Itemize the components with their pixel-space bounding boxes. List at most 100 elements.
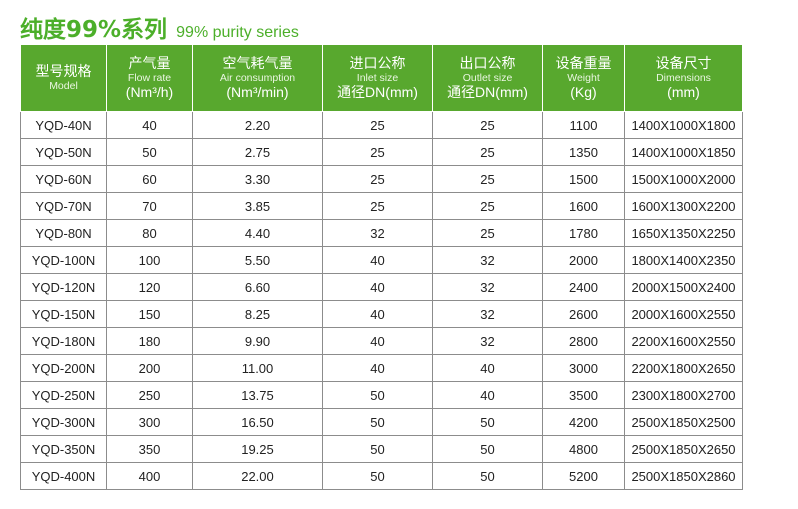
- cell-dimensions: 1650X1350X2250: [624, 219, 743, 247]
- table-row: YQD-60N 60 3.30 25 25 1500 1500X1000X2000: [20, 165, 743, 193]
- cell-dimensions: 2500X1850X2860: [624, 462, 743, 490]
- cell-inlet-size: 25: [322, 138, 433, 166]
- cell-weight: 2800: [542, 327, 625, 355]
- cell-inlet-size: 50: [322, 462, 433, 490]
- cell-inlet-size: 50: [322, 435, 433, 463]
- cell-inlet-size: 25: [322, 192, 433, 220]
- header-cn: 设备尺寸: [655, 55, 712, 72]
- cell-flow-rate: 70: [106, 192, 193, 220]
- cell-model: YQD-350N: [20, 435, 107, 463]
- specification-table: 型号规格 Model 产气量 Flow rate (Nm³/h) 空气耗气量 A…: [20, 44, 743, 490]
- cell-model: YQD-200N: [20, 354, 107, 382]
- cell-dimensions: 1800X1400X2350: [624, 246, 743, 274]
- cell-dimensions: 1600X1300X2200: [624, 192, 743, 220]
- header-cn: 出口公称: [459, 55, 516, 72]
- cell-weight: 2600: [542, 300, 625, 328]
- cell-model: YQD-300N: [20, 408, 107, 436]
- header-flow-rate: 产气量 Flow rate (Nm³/h): [106, 44, 193, 112]
- cell-air-consumption: 4.40: [192, 219, 323, 247]
- table-row: YQD-300N 300 16.50 50 50 4200 2500X1850X2500: [20, 408, 743, 436]
- cell-weight: 2000: [542, 246, 625, 274]
- cell-flow-rate: 350: [106, 435, 193, 463]
- table-row: YQD-50N 50 2.75 25 25 1350 1400X1000X1850: [20, 138, 743, 166]
- header-cn: 空气耗气量: [222, 55, 293, 72]
- cell-model: YQD-150N: [20, 300, 107, 328]
- cell-outlet-size: 50: [432, 408, 543, 436]
- cell-model: YQD-70N: [20, 192, 107, 220]
- header-unit: (Nm³/min): [226, 84, 289, 101]
- header-dimensions: 设备尺寸 Dimensions (mm): [624, 44, 743, 112]
- header-en: Weight: [567, 71, 600, 84]
- cell-model: YQD-250N: [20, 381, 107, 409]
- cell-dimensions: 2000X1600X2550: [624, 300, 743, 328]
- cell-model: YQD-80N: [20, 219, 107, 247]
- cell-model: YQD-50N: [20, 138, 107, 166]
- title-english: 99% purity series: [176, 24, 299, 41]
- cell-flow-rate: 250: [106, 381, 193, 409]
- cell-inlet-size: 32: [322, 219, 433, 247]
- header-cn: 产气量: [128, 55, 171, 72]
- table-header-row: 型号规格 Model 产气量 Flow rate (Nm³/h) 空气耗气量 A…: [20, 44, 743, 112]
- header-en: Inlet size: [356, 71, 399, 84]
- cell-model: YQD-60N: [20, 165, 107, 193]
- cell-weight: 1500: [542, 165, 625, 193]
- cell-weight: 1600: [542, 192, 625, 220]
- header-air-consumption: 空气耗气量 Air consumption (Nm³/min): [192, 44, 323, 112]
- cell-outlet-size: 40: [432, 354, 543, 382]
- cell-air-consumption: 3.85: [192, 192, 323, 220]
- cell-weight: 4800: [542, 435, 625, 463]
- cell-air-consumption: 3.30: [192, 165, 323, 193]
- cell-flow-rate: 300: [106, 408, 193, 436]
- cell-dimensions: 1500X1000X2000: [624, 165, 743, 193]
- table-row: YQD-180N 180 9.90 40 32 2800 2200X1600X2550: [20, 327, 743, 355]
- table-row: YQD-40N 40 2.20 25 25 1100 1400X1000X1800: [20, 111, 743, 139]
- cell-outlet-size: 25: [432, 192, 543, 220]
- header-cn: 型号规格: [35, 63, 92, 80]
- cell-outlet-size: 32: [432, 273, 543, 301]
- cell-air-consumption: 22.00: [192, 462, 323, 490]
- cell-air-consumption: 6.60: [192, 273, 323, 301]
- header-model: 型号规格 Model: [20, 44, 107, 112]
- cell-outlet-size: 50: [432, 435, 543, 463]
- header-en: Outlet size: [462, 71, 513, 84]
- cell-model: YQD-180N: [20, 327, 107, 355]
- cell-dimensions: 1400X1000X1850: [624, 138, 743, 166]
- cell-air-consumption: 8.25: [192, 300, 323, 328]
- table-row: YQD-250N 250 13.75 50 40 3500 2300X1800X2700: [20, 381, 743, 409]
- header-unit: (mm): [667, 84, 700, 101]
- cell-outlet-size: 25: [432, 138, 543, 166]
- cell-outlet-size: 32: [432, 246, 543, 274]
- header-cn: 进口公称: [349, 55, 406, 72]
- cell-inlet-size: 40: [322, 300, 433, 328]
- table-row: YQD-120N 120 6.60 40 32 2400 2000X1500X2400: [20, 273, 743, 301]
- table-row: YQD-350N 350 19.25 50 50 4800 2500X1850X2650: [20, 435, 743, 463]
- cell-weight: 1780: [542, 219, 625, 247]
- header-en: Model: [49, 80, 78, 93]
- table-row: YQD-200N 200 11.00 40 40 3000 2200X1800X2650: [20, 354, 743, 382]
- cell-flow-rate: 400: [106, 462, 193, 490]
- table-body: YQD-40N 40 2.20 25 25 1100 1400X1000X1800 YQD-5…: [20, 111, 743, 490]
- cell-air-consumption: 9.90: [192, 327, 323, 355]
- cell-flow-rate: 50: [106, 138, 193, 166]
- cell-dimensions: 1400X1000X1800: [624, 111, 743, 139]
- cell-flow-rate: 80: [106, 219, 193, 247]
- cell-weight: 3000: [542, 354, 625, 382]
- table-row: YQD-70N 70 3.85 25 25 1600 1600X1300X2200: [20, 192, 743, 220]
- header-cn: 设备重量: [555, 55, 612, 72]
- table-row: YQD-80N 80 4.40 32 25 1780 1650X1350X2250: [20, 219, 743, 247]
- cell-flow-rate: 200: [106, 354, 193, 382]
- header-inlet-size: 进口公称 Inlet size 通径DN(mm): [322, 44, 433, 112]
- header-unit: (Nm³/h): [125, 84, 174, 101]
- cell-outlet-size: 50: [432, 462, 543, 490]
- cell-flow-rate: 120: [106, 273, 193, 301]
- cell-outlet-size: 25: [432, 111, 543, 139]
- cell-model: YQD-40N: [20, 111, 107, 139]
- header-en: Air consumption: [219, 71, 296, 84]
- cell-model: YQD-100N: [20, 246, 107, 274]
- cell-air-consumption: 2.20: [192, 111, 323, 139]
- header-en: Flow rate: [127, 71, 172, 84]
- cell-dimensions: 2200X1600X2550: [624, 327, 743, 355]
- cell-model: YQD-120N: [20, 273, 107, 301]
- cell-weight: 3500: [542, 381, 625, 409]
- cell-inlet-size: 40: [322, 327, 433, 355]
